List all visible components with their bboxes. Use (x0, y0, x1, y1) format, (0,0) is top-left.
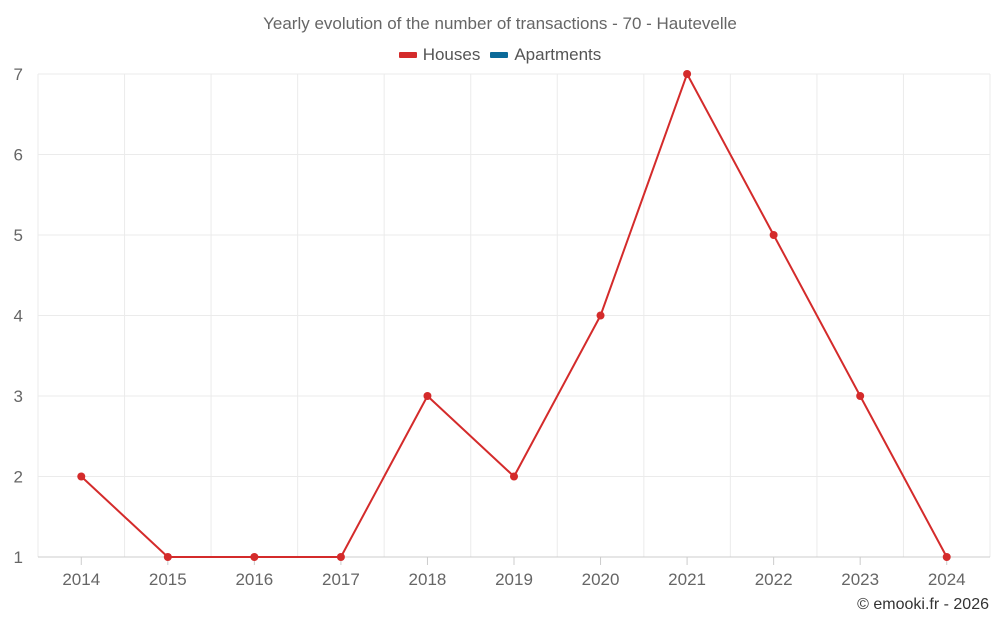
legend-item-apartments[interactable]: Apartments (490, 45, 601, 65)
legend-item-houses[interactable]: Houses (398, 45, 481, 65)
data-point (510, 472, 518, 481)
x-tick-label: 2024 (928, 570, 966, 589)
data-point (77, 472, 86, 481)
y-tick-label: 4 (14, 307, 23, 326)
x-tick-label: 2023 (841, 570, 879, 589)
data-point (336, 553, 345, 561)
y-tick-label: 1 (14, 548, 23, 567)
legend-swatch-houses (398, 52, 417, 58)
data-point (250, 553, 259, 561)
copyright-text: © emooki.fr - 2026 (857, 596, 989, 613)
legend-label-houses: Houses (422, 45, 481, 64)
tick-labels: 1 2 3 4 5 6 7 2014 2015 2016 2017 2018 2019 2020 2021 2… (14, 65, 966, 589)
data-point (596, 311, 605, 320)
y-tick-label: 6 (14, 146, 23, 165)
data-point (683, 70, 692, 78)
x-tick-label: 2021 (668, 570, 706, 589)
data-point (769, 231, 778, 239)
data-point (856, 392, 865, 400)
x-tick-label: 2017 (322, 570, 360, 589)
x-tick-label: 2019 (495, 570, 533, 589)
grid (37, 73, 991, 557)
y-tick-label: 5 (14, 226, 23, 245)
legend-label-apartments: Apartments (514, 45, 602, 64)
x-tick-label: 2015 (149, 570, 187, 589)
x-tick-label: 2020 (582, 570, 620, 589)
data-point (163, 553, 172, 561)
axes (38, 556, 990, 565)
y-tick-label: 3 (14, 387, 23, 406)
x-tick-label: 2014 (62, 570, 100, 589)
x-tick-label: 2018 (409, 570, 447, 589)
y-tick-label: 7 (14, 65, 23, 84)
data-point (942, 553, 951, 561)
chart-title: Yearly evolution of the number of transa… (263, 14, 737, 33)
legend-swatch-apartments (490, 52, 509, 58)
legend: Houses Apartments (0, 45, 1000, 65)
y-tick-label: 2 (14, 468, 23, 487)
x-tick-label: 2016 (235, 570, 273, 589)
data-point (423, 392, 432, 400)
series-points (77, 70, 951, 561)
x-tick-label: 2022 (755, 570, 793, 589)
